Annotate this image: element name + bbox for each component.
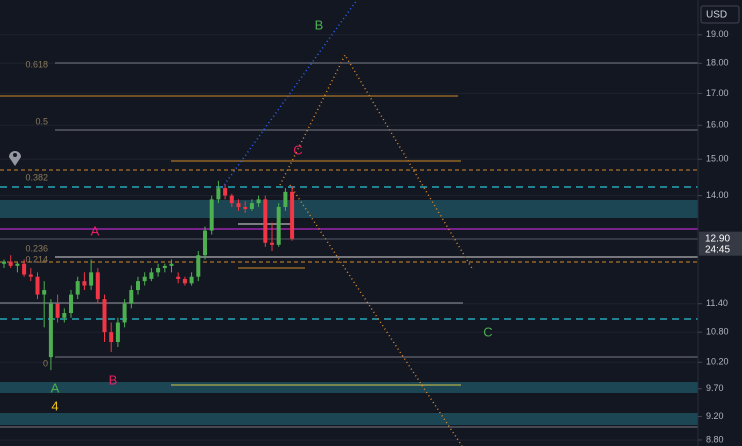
fib-label: 0 xyxy=(43,358,48,368)
projection xyxy=(289,184,463,446)
axis-background xyxy=(698,0,742,446)
zone xyxy=(0,413,698,425)
y-tick-label: 9.70 xyxy=(706,383,724,393)
pin-icon xyxy=(9,151,21,166)
candle-body xyxy=(229,195,234,204)
candle-body xyxy=(75,281,80,295)
candle-body xyxy=(290,191,295,239)
candle-body xyxy=(236,203,241,207)
candle-body xyxy=(176,276,181,279)
candle-body xyxy=(102,299,107,333)
candle-body xyxy=(189,276,194,284)
candle-body xyxy=(22,263,27,275)
wave-label: C xyxy=(483,324,492,339)
last-price-box xyxy=(699,231,742,256)
y-tick-label: 8.80 xyxy=(706,434,724,444)
fib-label: 0.5 xyxy=(35,116,48,126)
y-tick-label: 16.00 xyxy=(706,120,729,130)
candle-body xyxy=(209,199,214,231)
y-tick-label: 10.20 xyxy=(706,357,729,367)
candle-body xyxy=(115,322,120,343)
candle-body xyxy=(109,332,114,343)
candle-body xyxy=(15,263,20,266)
wave-label: B xyxy=(315,17,324,32)
candles xyxy=(2,180,295,371)
candle-body xyxy=(216,188,221,200)
wave-labels: B C A A 4 B C xyxy=(51,17,493,413)
candle-body xyxy=(156,268,161,273)
candle-body xyxy=(203,230,207,256)
candle-body xyxy=(42,290,47,295)
fib-label: 0.382 xyxy=(25,172,48,182)
candle-body xyxy=(162,265,167,269)
candle-body xyxy=(243,206,248,209)
currency[interactable]: USD xyxy=(706,10,727,21)
candle-body xyxy=(182,278,187,284)
candle-body xyxy=(48,303,53,358)
y-tick-label: 19.00 xyxy=(706,29,729,39)
candle-body xyxy=(122,303,127,323)
candle-body xyxy=(55,303,60,318)
candle-body xyxy=(270,242,274,245)
y-tick-label: 18.00 xyxy=(706,58,729,68)
fib-label: 0.214 xyxy=(25,254,48,264)
y-tick-label: 15.00 xyxy=(706,154,729,164)
pin-icon xyxy=(13,153,17,157)
candle-body xyxy=(62,313,67,318)
candle-body xyxy=(82,281,87,286)
candle-body xyxy=(136,281,140,291)
y-tick-label: 14.00 xyxy=(706,190,729,200)
candle-body xyxy=(69,294,73,314)
y-tick-label: 11.40 xyxy=(706,298,728,308)
currency-button[interactable] xyxy=(700,5,740,24)
wave-label: 4 xyxy=(51,398,58,413)
fib-label: 0.236 xyxy=(25,243,48,253)
candle-body xyxy=(223,188,228,196)
candle-body xyxy=(8,261,13,266)
wave-label: A xyxy=(91,223,100,238)
drawings xyxy=(0,0,698,446)
y-tick-label: 17.00 xyxy=(706,88,729,98)
candle-body xyxy=(283,191,288,207)
candle-body xyxy=(169,263,174,266)
price-axis: USD 19.00 18.00 17.00 16.00 15.00 14.00 11.40 1… xyxy=(697,0,742,446)
fib-labels: 0.618 0.5 0.382 0.236 0.214 0 xyxy=(25,59,48,368)
candle-body xyxy=(129,290,134,304)
candle-body xyxy=(276,206,281,245)
y-tick-label: 10.80 xyxy=(706,327,729,337)
last-price: 12.90 xyxy=(705,233,730,244)
candle-body xyxy=(142,276,147,282)
candle-body xyxy=(249,203,254,209)
zone xyxy=(0,200,698,218)
trend-line xyxy=(221,0,358,189)
candle-body xyxy=(149,272,154,279)
fib-label: 0.618 xyxy=(25,59,48,69)
wave-label: C xyxy=(293,142,302,157)
candle-body xyxy=(2,261,6,264)
candle-body xyxy=(35,276,40,295)
candle-body xyxy=(256,199,261,204)
candle-body xyxy=(95,272,100,300)
countdown: 24:45 xyxy=(705,244,730,255)
candle-body xyxy=(89,272,94,286)
candle-body xyxy=(196,255,201,277)
wave-label: B xyxy=(109,372,118,387)
projection xyxy=(279,53,474,271)
wave-label: A xyxy=(51,380,60,395)
candle-body xyxy=(263,199,268,243)
zone xyxy=(0,382,698,393)
y-tick-label: 9.20 xyxy=(706,411,724,421)
candle-body xyxy=(28,274,33,277)
